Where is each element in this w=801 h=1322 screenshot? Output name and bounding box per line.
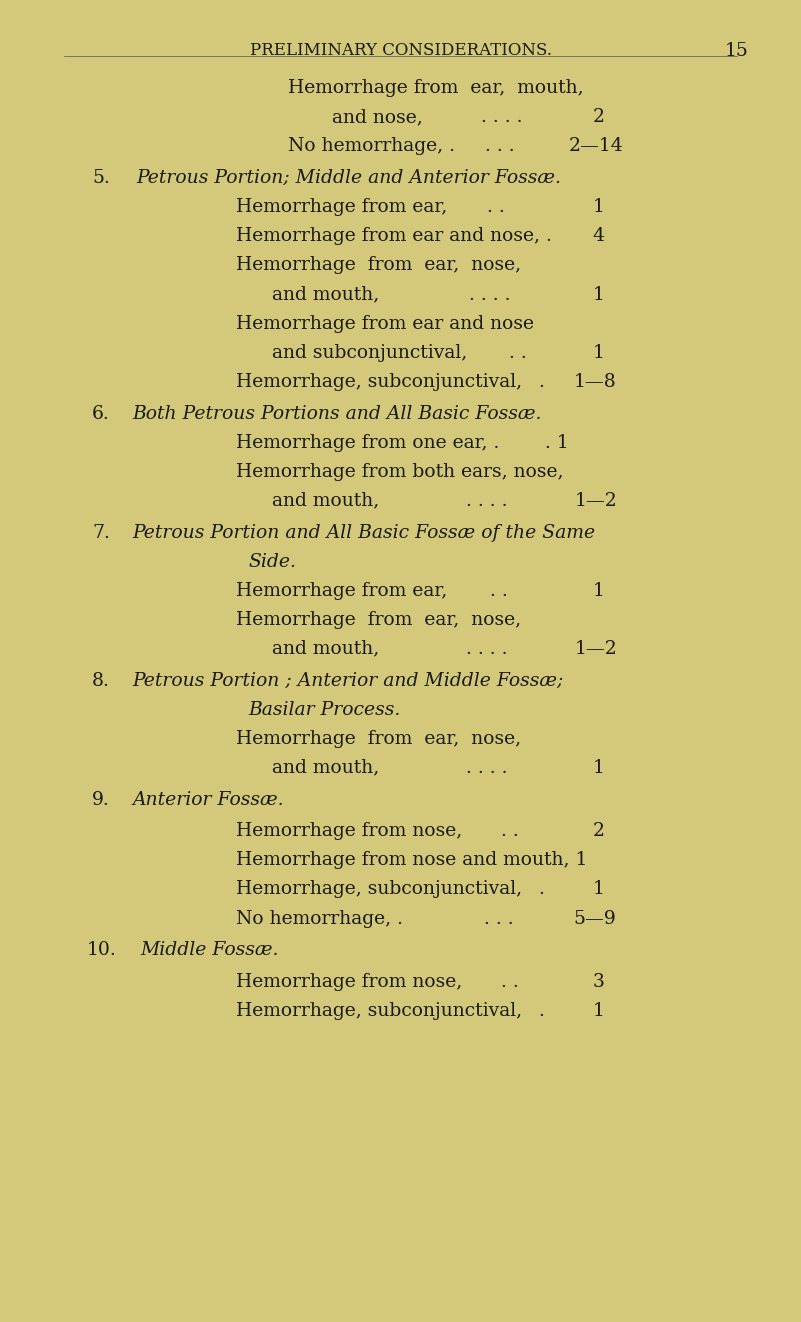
Text: Hemorrhage from ear and nose: Hemorrhage from ear and nose <box>236 315 534 333</box>
Text: Anterior Fossæ.: Anterior Fossæ. <box>132 791 284 809</box>
Text: Petrous Portion and All Basic Fossæ of the Same: Petrous Portion and All Basic Fossæ of t… <box>132 524 595 542</box>
Text: 1: 1 <box>593 582 605 600</box>
Text: Hemorrhage from nose,: Hemorrhage from nose, <box>236 973 462 992</box>
Text: 15: 15 <box>725 42 749 61</box>
Text: 3: 3 <box>593 973 605 992</box>
Text: Hemorrhage, subconjunctival,: Hemorrhage, subconjunctival, <box>236 373 522 391</box>
Text: Middle Fossæ.: Middle Fossæ. <box>140 941 279 960</box>
Text: .: . <box>538 373 544 391</box>
Text: Hemorrhage from nose and mouth, 1: Hemorrhage from nose and mouth, 1 <box>236 851 588 870</box>
Text: . . . .: . . . . <box>466 640 508 658</box>
Text: . .: . . <box>487 198 505 217</box>
Text: and subconjunctival,: and subconjunctival, <box>272 344 468 362</box>
Text: Side.: Side. <box>248 553 296 571</box>
Text: . . . .: . . . . <box>466 492 508 510</box>
Text: Hemorrhage from ear,: Hemorrhage from ear, <box>236 198 448 217</box>
Text: Hemorrhage from one ear, .: Hemorrhage from one ear, . <box>236 434 500 452</box>
Text: 9.: 9. <box>92 791 110 809</box>
Text: PRELIMINARY CONSIDERATIONS.: PRELIMINARY CONSIDERATIONS. <box>249 42 552 59</box>
Text: and mouth,: and mouth, <box>272 759 380 777</box>
Text: 1: 1 <box>593 198 605 217</box>
Text: Hemorrhage from ear and nose, .: Hemorrhage from ear and nose, . <box>236 227 552 246</box>
Text: 1: 1 <box>593 880 605 899</box>
Text: 4: 4 <box>593 227 605 246</box>
Text: . .: . . <box>501 973 519 992</box>
Text: Hemorrhage from both ears, nose,: Hemorrhage from both ears, nose, <box>236 463 564 481</box>
Text: .: . <box>538 880 544 899</box>
Text: . . . .: . . . . <box>466 759 508 777</box>
Text: Hemorrhage from nose,: Hemorrhage from nose, <box>236 822 462 841</box>
Text: Both Petrous Portions and All Basic Fossæ.: Both Petrous Portions and All Basic Foss… <box>132 405 541 423</box>
Text: Hemorrhage  from  ear,  nose,: Hemorrhage from ear, nose, <box>236 256 521 275</box>
Text: . . . .: . . . . <box>469 286 511 304</box>
Text: Hemorrhage from ear,: Hemorrhage from ear, <box>236 582 448 600</box>
Text: 5.: 5. <box>92 169 110 188</box>
Text: 1: 1 <box>593 344 605 362</box>
Text: 1—2: 1—2 <box>575 640 618 658</box>
Text: 10.: 10. <box>87 941 116 960</box>
Text: Petrous Portion; Middle and Anterior Fossæ.: Petrous Portion; Middle and Anterior Fos… <box>136 169 562 188</box>
Text: 1—2: 1—2 <box>575 492 618 510</box>
Text: Hemorrhage, subconjunctival,: Hemorrhage, subconjunctival, <box>236 880 522 899</box>
Text: Hemorrhage from  ear,  mouth,: Hemorrhage from ear, mouth, <box>288 79 584 98</box>
Text: . .: . . <box>501 822 519 841</box>
Text: and mouth,: and mouth, <box>272 640 380 658</box>
Text: and mouth,: and mouth, <box>272 286 380 304</box>
Text: . . . .: . . . . <box>481 108 522 127</box>
Text: Basilar Process.: Basilar Process. <box>248 701 400 719</box>
Text: 1: 1 <box>593 286 605 304</box>
Text: 8.: 8. <box>92 672 110 690</box>
Text: Hemorrhage  from  ear,  nose,: Hemorrhage from ear, nose, <box>236 611 521 629</box>
Text: Hemorrhage  from  ear,  nose,: Hemorrhage from ear, nose, <box>236 730 521 748</box>
Text: 2: 2 <box>593 822 605 841</box>
Text: No hemorrhage, .: No hemorrhage, . <box>236 910 403 928</box>
Text: 1: 1 <box>593 1002 605 1021</box>
Text: 1—8: 1—8 <box>574 373 616 391</box>
Text: . .: . . <box>490 582 508 600</box>
Text: and mouth,: and mouth, <box>272 492 380 510</box>
Text: . . .: . . . <box>485 137 514 156</box>
Text: 1: 1 <box>593 759 605 777</box>
Text: 2—14: 2—14 <box>569 137 623 156</box>
Text: 6.: 6. <box>92 405 110 423</box>
Text: Petrous Portion ; Anterior and Middle Fossæ;: Petrous Portion ; Anterior and Middle Fo… <box>132 672 564 690</box>
Text: and nose,: and nose, <box>332 108 423 127</box>
Text: 7.: 7. <box>92 524 110 542</box>
Text: . .: . . <box>509 344 527 362</box>
Text: 5—9: 5—9 <box>574 910 616 928</box>
Text: 2: 2 <box>593 108 605 127</box>
Text: .: . <box>538 1002 544 1021</box>
Text: Hemorrhage, subconjunctival,: Hemorrhage, subconjunctival, <box>236 1002 522 1021</box>
Text: . . .: . . . <box>484 910 513 928</box>
Text: No hemorrhage, .: No hemorrhage, . <box>288 137 455 156</box>
Text: . 1: . 1 <box>545 434 569 452</box>
